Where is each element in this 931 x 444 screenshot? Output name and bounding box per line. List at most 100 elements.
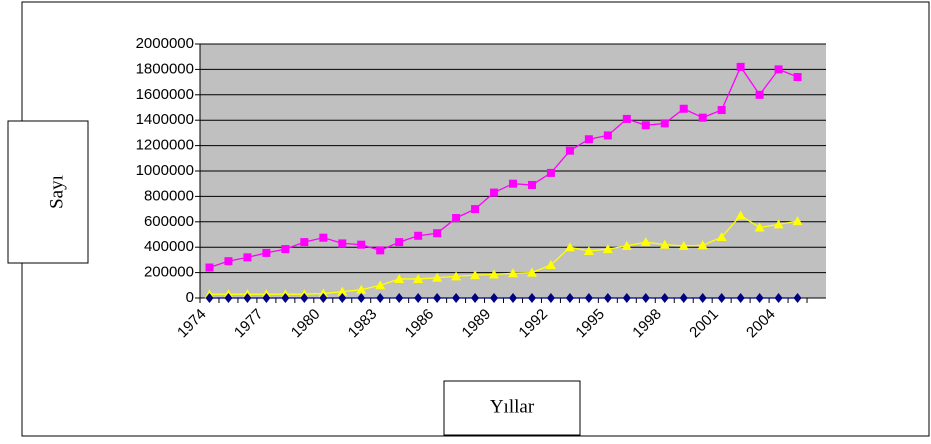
marker <box>526 267 537 277</box>
marker <box>357 293 366 303</box>
marker <box>564 242 575 252</box>
marker <box>603 131 612 140</box>
y-tick-label: 1400000 <box>136 111 194 128</box>
y-tick-label: 200000 <box>144 264 194 281</box>
y-title-box <box>7 120 89 264</box>
marker <box>774 293 783 303</box>
marker <box>735 210 746 220</box>
y-tick-label: 1200000 <box>136 137 194 154</box>
marker <box>640 237 651 247</box>
marker <box>376 246 385 255</box>
marker <box>509 179 517 188</box>
marker <box>337 286 348 296</box>
marker <box>716 232 727 242</box>
marker <box>508 268 518 278</box>
marker <box>755 90 764 99</box>
marker <box>471 205 480 214</box>
marker <box>717 293 726 303</box>
marker <box>660 119 669 128</box>
marker <box>394 273 405 283</box>
marker <box>243 253 252 262</box>
y-tick-label: 1000000 <box>136 162 194 179</box>
marker <box>224 257 233 266</box>
marker <box>622 293 631 303</box>
marker <box>262 293 271 303</box>
marker <box>678 240 689 250</box>
marker <box>433 229 442 238</box>
marker <box>698 113 707 122</box>
marker <box>679 293 688 303</box>
marker <box>679 104 688 113</box>
marker <box>793 293 802 303</box>
marker <box>584 293 593 303</box>
marker <box>527 293 536 303</box>
marker <box>641 121 650 130</box>
marker <box>584 135 593 144</box>
marker <box>432 272 443 282</box>
marker <box>395 238 404 247</box>
marker <box>414 293 423 303</box>
x-title-box <box>443 380 581 436</box>
marker <box>205 263 214 272</box>
marker <box>338 239 347 248</box>
y-tick-label: 1600000 <box>136 86 194 103</box>
marker <box>546 168 555 177</box>
marker <box>583 246 594 256</box>
marker <box>774 65 783 74</box>
marker <box>773 219 784 229</box>
marker <box>319 233 328 242</box>
y-axis-title: Sayı <box>46 175 67 209</box>
y-tick-label: 600000 <box>144 213 194 230</box>
marker <box>452 293 461 303</box>
marker <box>565 293 574 303</box>
marker <box>527 180 536 189</box>
marker <box>433 293 442 303</box>
marker <box>736 62 745 71</box>
marker <box>793 73 802 82</box>
marker <box>490 293 499 303</box>
marker <box>452 213 461 222</box>
marker <box>300 238 309 247</box>
marker <box>622 114 631 123</box>
marker <box>621 240 632 250</box>
x-axis-title: Yıllar <box>490 396 535 417</box>
y-tick-label: 0 <box>186 289 194 306</box>
marker <box>659 239 670 249</box>
marker <box>641 293 650 303</box>
marker <box>243 293 252 303</box>
marker <box>375 280 386 290</box>
marker <box>300 293 309 303</box>
marker <box>281 245 290 254</box>
marker <box>395 293 404 303</box>
marker <box>357 240 366 249</box>
marker <box>413 273 424 283</box>
marker <box>792 216 803 226</box>
marker <box>697 240 708 250</box>
marker <box>262 248 271 257</box>
marker <box>545 259 556 269</box>
marker <box>470 270 481 280</box>
y-tick-label: 2000000 <box>136 35 194 52</box>
marker <box>414 231 423 240</box>
series-line <box>209 214 798 295</box>
marker <box>376 293 385 303</box>
marker <box>717 106 726 115</box>
marker <box>736 293 745 303</box>
marker <box>490 188 499 197</box>
marker <box>565 146 574 155</box>
marker <box>471 293 480 303</box>
y-tick-label: 1800000 <box>136 60 194 77</box>
marker <box>755 293 764 303</box>
marker <box>698 293 707 303</box>
marker <box>205 293 214 303</box>
y-tick-label: 800000 <box>144 187 194 204</box>
marker <box>451 271 462 281</box>
marker <box>754 222 765 232</box>
marker <box>603 293 612 303</box>
y-tick-label: 400000 <box>144 238 194 255</box>
marker <box>546 293 555 303</box>
marker <box>224 293 233 303</box>
marker <box>660 293 669 303</box>
marker <box>338 293 347 303</box>
